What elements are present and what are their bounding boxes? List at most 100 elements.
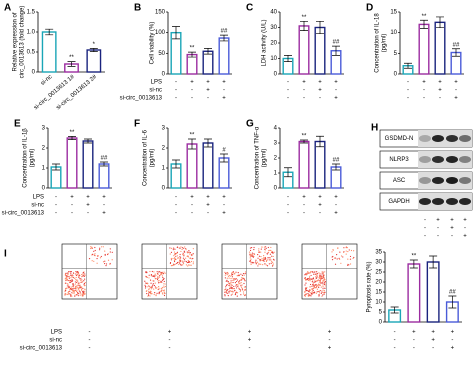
flow-dot [76,294,78,296]
flow-dot [155,274,157,276]
flow-dot [235,271,237,273]
flow-dot [155,295,157,297]
flow-dot [240,285,242,287]
flow-dot [158,287,160,289]
flow-dot [304,284,306,286]
flow-dot [269,257,272,259]
flow-dot [68,277,70,279]
flow-dot [311,285,313,287]
significance: ** [70,130,75,136]
flow-dot [323,293,325,295]
y-tick-label: 0 [379,320,383,326]
treatment-sign: - [464,226,466,232]
treatment-sign: - [335,88,337,94]
flow-dot [230,290,232,293]
flow-dot [242,272,245,275]
flow-dot [105,265,107,267]
flow-dot [238,288,241,290]
treatment-sign: - [207,96,209,102]
flow-dot [109,248,111,250]
flow-dot [78,289,80,291]
flow-dot [65,282,67,284]
flow-dot [307,295,309,297]
flow-dot [79,291,81,293]
y-axis-label: (pg/ml) [30,149,36,168]
treatment-sign: + [438,88,442,94]
y-axis-label: Concentration of IL-6 [143,129,149,186]
flow-dot [151,293,153,295]
flow-dot [73,292,75,294]
treatment-sign: + [102,195,106,201]
flow-dot [228,284,230,287]
flow-dot [238,287,240,289]
blot-strip [418,151,472,168]
treatment-sign: - [175,88,177,94]
flow-dot [186,261,188,264]
bar [41,31,57,73]
y-axis-label: Concentration of IL-1β [23,128,29,188]
error-bar [332,45,340,56]
flow-dot [185,260,187,263]
flow-dot [270,262,272,264]
flow-dot [260,251,262,253]
treatment-sign: - [413,338,415,344]
significance: ** [69,55,74,61]
flow-dot [226,274,228,276]
panel-label: H [371,123,378,134]
flow-dot [66,287,68,289]
bar [418,23,430,75]
flow-dot [160,288,162,290]
flow-dot [68,286,70,288]
flow-dot [160,280,162,283]
flow-dot [314,287,316,289]
y-tick-label: 15 [390,10,397,16]
flow-dot [310,274,312,277]
flow-dot [315,292,317,294]
treatment-sign: + [454,96,458,102]
flow-dot [183,255,185,257]
flow-dot [77,283,79,285]
flow-dot [83,285,85,287]
flow-dot [319,279,322,281]
flow-dot [189,251,191,254]
flow-dot [231,276,233,278]
flow-dot [170,257,172,260]
bar [98,163,110,189]
flow-dot [315,276,317,278]
treatment-sign: - [71,211,73,217]
flow-dot [71,287,73,290]
flow-dot [232,291,234,293]
flow-dot [237,272,239,274]
flow-dot [157,275,159,278]
treatment-sign: - [437,226,439,232]
flow-dot [164,285,167,288]
y-tick-label: 2 [162,146,166,152]
blot-label: GSDMD-N [385,136,414,142]
flow-dot [317,279,319,281]
flow-dot [82,291,84,293]
blot-band [432,198,444,205]
flow-dot [72,287,75,289]
flow-dot [74,295,76,297]
flow-dot [321,295,323,297]
flow-dot [74,277,76,279]
x-tick-label: si-circ_0013613 2# [55,74,98,112]
flow-dot [102,261,105,263]
flow-dot [94,246,96,249]
flow-dot [258,263,260,265]
error-bar [204,48,212,55]
treatment-sign: + [451,330,455,336]
significance: # [222,148,226,154]
treatment-sign: - [191,211,193,217]
flow-dot [68,290,70,293]
y-tick-label: 0 [394,72,398,78]
flow-dot [270,259,272,261]
flow-dot [192,253,194,255]
flow-dot [66,275,68,277]
flow-dot [324,285,326,287]
flow-dot [163,271,165,273]
flow-dot [272,252,274,254]
flow-dot [323,274,325,276]
flow-dot [251,252,253,254]
flow-dot [70,271,72,273]
